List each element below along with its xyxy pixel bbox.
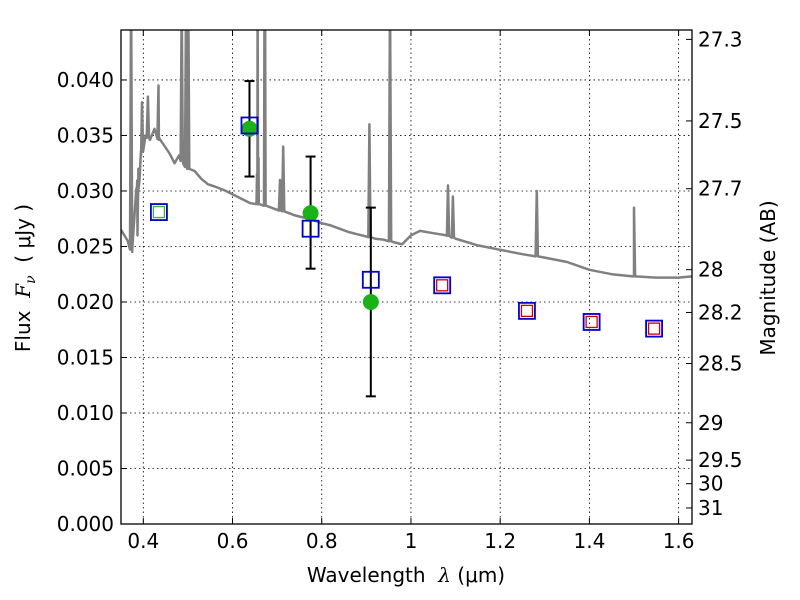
model-square [582, 313, 601, 331]
y-tick-label: 0.035 [57, 123, 114, 147]
model-square [150, 203, 168, 221]
plot-frame [120, 29, 693, 525]
model-photometry-squares [150, 116, 663, 338]
right-tick-label: 31 [698, 496, 723, 520]
inner-square [647, 322, 661, 335]
right-tick-label: 27.7 [698, 177, 743, 201]
inner-markers [152, 205, 661, 335]
model-square [645, 319, 663, 338]
x-tick-label: 1.6 [663, 529, 695, 553]
model-square [518, 301, 536, 320]
right-tick-label: 28 [698, 258, 723, 282]
model-square [361, 270, 380, 289]
model-square [240, 116, 259, 135]
model-spectrum [121, 30, 692, 279]
right-tick-label: 29 [698, 411, 723, 435]
y-tick-label: 0.000 [57, 512, 114, 536]
x-tick-label: 1.2 [484, 529, 516, 553]
right-tick-label: 30 [698, 472, 723, 496]
x-tick-label: 0.4 [127, 529, 159, 553]
y-axis-ticks: 0.000 0.005 0.010 0.015 0.020 0.025 0.030 0.035… [57, 68, 127, 536]
x-tick-label: 0.8 [306, 529, 338, 553]
right-tick-label: 27.3 [698, 27, 743, 51]
right-tick-label: 27.5 [698, 109, 743, 133]
y-tick-label: 0.040 [57, 68, 114, 92]
inner-square [520, 304, 534, 318]
y-tick-label: 0.020 [57, 290, 114, 314]
x-axis-ticks: 0.4 0.6 0.8 1 1.2 1.4 1.6 [127, 30, 695, 553]
model-square [301, 219, 320, 238]
x-tick-label: 1.4 [573, 529, 605, 553]
y-tick-label: 0.030 [57, 179, 114, 203]
inner-square [436, 279, 449, 292]
right-tick-label: 28.2 [698, 300, 743, 324]
right-axis-title: Magnitude (AB) [756, 200, 780, 355]
observed-point [362, 293, 379, 310]
y-tick-label: 0.025 [57, 234, 114, 258]
inner-square [152, 205, 166, 219]
spectrum-line [121, 30, 692, 279]
grid [121, 30, 692, 525]
right-tick-label: 28.5 [698, 352, 743, 376]
y-tick-label: 0.015 [57, 345, 114, 369]
x-tick-label: 1 [405, 529, 418, 553]
model-square [433, 276, 452, 295]
x-tick-label: 0.6 [217, 529, 249, 553]
y-axis-title: Flux Fν ( μJy ) [11, 204, 39, 352]
y-tick-label: 0.005 [57, 456, 114, 480]
y-tick-label: 0.010 [57, 401, 114, 425]
observed-point [302, 205, 319, 222]
right-tick-label: 29.5 [698, 448, 743, 472]
inner-square [585, 315, 598, 329]
observed-points [241, 120, 379, 310]
x-axis-title: Wavelength λ (μm) [307, 563, 505, 587]
